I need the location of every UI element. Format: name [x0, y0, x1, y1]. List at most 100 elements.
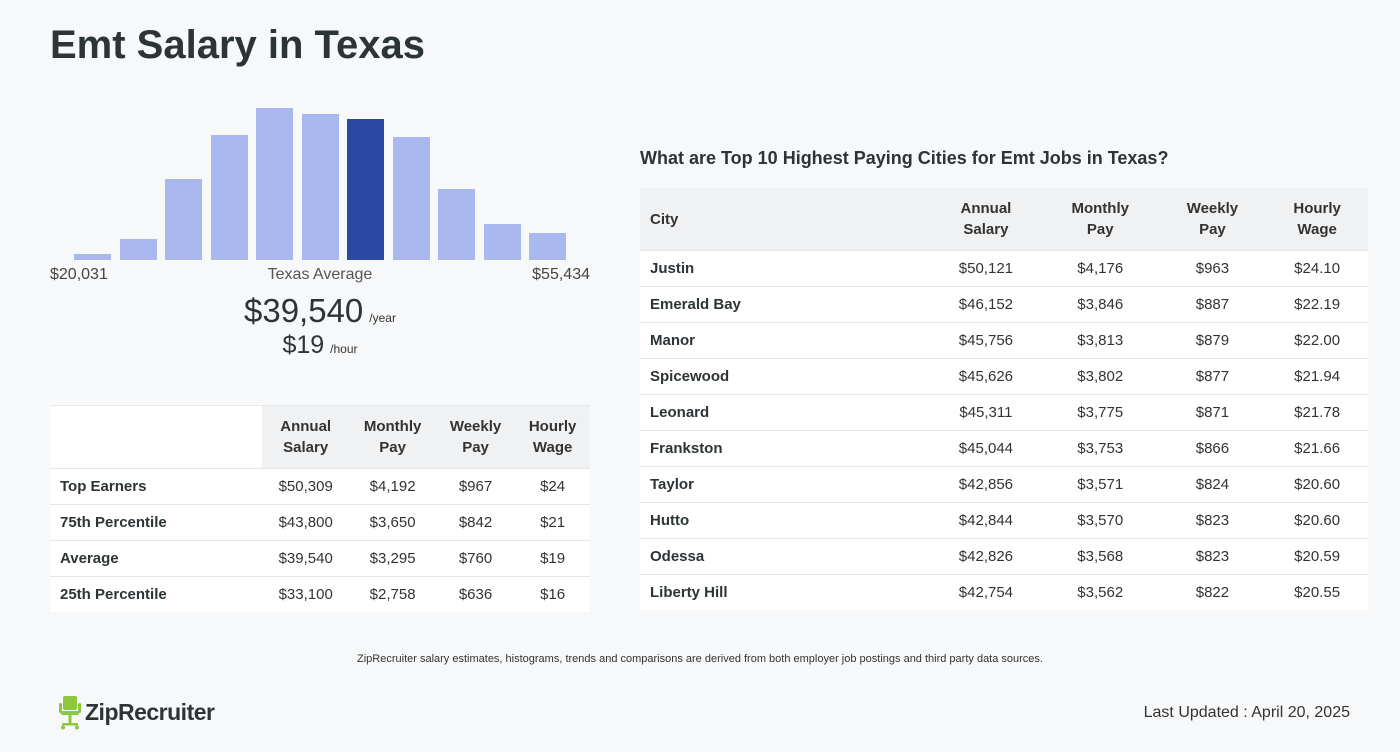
- annual-cell: $45,044: [930, 430, 1042, 467]
- average-hourly-wage: $19/hour: [50, 331, 590, 360]
- header-city: City: [640, 188, 930, 251]
- header-hourly-wage: Hourly Wage: [515, 405, 590, 469]
- table-row: Taylor $42,856 $3,571 $824 $20.60: [640, 466, 1368, 503]
- table-row: Justin $50,121 $4,176 $963 $24.10: [640, 250, 1368, 287]
- hourly-cell: $19: [515, 540, 590, 577]
- weekly-cell: $823: [1158, 538, 1267, 575]
- annual-cell: $42,844: [930, 502, 1042, 539]
- city-name: Leonard: [640, 394, 930, 431]
- weekly-cell: $866: [1158, 430, 1267, 467]
- city-name: Emerald Bay: [640, 286, 930, 323]
- annual-unit: /year: [369, 311, 396, 325]
- table-row: 25th Percentile $33,100 $2,758 $636 $16: [50, 576, 590, 612]
- annual-cell: $33,100: [262, 576, 350, 612]
- table-row: Leonard $45,311 $3,775 $871 $21.78: [640, 394, 1368, 431]
- city-name: Spicewood: [640, 358, 930, 395]
- hourly-cell: $24.10: [1266, 250, 1368, 287]
- hourly-cell: $20.55: [1266, 574, 1368, 610]
- histogram-bar: [438, 189, 475, 260]
- header-weekly-pay: Weekly Pay: [435, 405, 516, 469]
- hourly-cell: $21: [515, 504, 590, 541]
- city-name: Odessa: [640, 538, 930, 575]
- monthly-cell: $3,846: [1041, 286, 1159, 323]
- city-name: Taylor: [640, 466, 930, 503]
- annual-cell: $42,754: [930, 574, 1042, 610]
- table-row: Odessa $42,826 $3,568 $823 $20.59: [640, 538, 1368, 575]
- header-monthly-pay: Monthly Pay: [1041, 188, 1159, 251]
- monthly-cell: $3,775: [1041, 394, 1159, 431]
- histogram-bar-average: [347, 119, 384, 260]
- weekly-cell: $824: [1158, 466, 1267, 503]
- table-row: Hutto $42,844 $3,570 $823 $20.60: [640, 502, 1368, 539]
- monthly-cell: $3,568: [1041, 538, 1159, 575]
- hourly-cell: $21.78: [1266, 394, 1368, 431]
- city-name: Manor: [640, 322, 930, 359]
- histogram-bar: [119, 239, 157, 260]
- hourly-cell: $20.60: [1266, 502, 1368, 539]
- weekly-cell: $887: [1158, 286, 1267, 323]
- hourly-cell: $22.00: [1266, 322, 1368, 359]
- ziprecruiter-chair-icon: [59, 696, 81, 730]
- monthly-cell: $3,650: [349, 504, 436, 541]
- last-updated: Last Updated : April 20, 2025: [1143, 704, 1350, 721]
- monthly-cell: $3,570: [1041, 502, 1159, 539]
- hourly-cell: $20.60: [1266, 466, 1368, 503]
- table-row: Manor $45,756 $3,813 $879 $22.00: [640, 322, 1368, 359]
- city-name: Liberty Hill: [640, 574, 930, 610]
- monthly-cell: $3,802: [1041, 358, 1159, 395]
- hourly-cell: $16: [515, 576, 590, 612]
- percentile-table-header: Annual Salary Monthly Pay Weekly Pay Hourly…: [50, 405, 590, 469]
- annual-cell: $45,626: [930, 358, 1042, 395]
- hourly-cell: $24: [515, 468, 590, 505]
- histogram-bar: [392, 137, 430, 260]
- histogram-bar: [256, 108, 293, 260]
- data-source-disclaimer: ZipRecruiter salary estimates, histogram…: [357, 653, 1043, 665]
- annual-cell: $50,121: [930, 250, 1042, 287]
- monthly-cell: $3,571: [1041, 466, 1159, 503]
- row-label: 75th Percentile: [50, 504, 262, 541]
- hourly-cell: $22.19: [1266, 286, 1368, 323]
- table-row: Liberty Hill $42,754 $3,562 $822 $20.55: [640, 574, 1368, 610]
- row-label: Top Earners: [50, 468, 262, 505]
- monthly-cell: $4,192: [349, 468, 436, 505]
- percentile-table: Annual Salary Monthly Pay Weekly Pay Hourly…: [50, 405, 590, 612]
- salary-histogram: [50, 100, 590, 260]
- header-weekly-pay: Weekly Pay: [1158, 188, 1267, 251]
- row-label: Average: [50, 540, 262, 577]
- annual-cell: $46,152: [930, 286, 1042, 323]
- annual-cell: $43,800: [262, 504, 350, 541]
- table-row: Average $39,540 $3,295 $760 $19: [50, 540, 590, 577]
- weekly-cell: $871: [1158, 394, 1267, 431]
- table-row: Top Earners $50,309 $4,192 $967 $24: [50, 468, 590, 505]
- histogram-min-label: $20,031: [50, 266, 108, 283]
- weekly-cell: $823: [1158, 502, 1267, 539]
- header-annual-salary: Annual Salary: [930, 188, 1042, 251]
- weekly-cell: $760: [435, 540, 516, 577]
- annual-cell: $42,826: [930, 538, 1042, 575]
- monthly-cell: $4,176: [1041, 250, 1159, 287]
- page-title: Emt Salary in Texas: [50, 23, 425, 67]
- monthly-cell: $3,562: [1041, 574, 1159, 610]
- histogram-bar: [483, 224, 521, 260]
- annual-cell: $42,856: [930, 466, 1042, 503]
- hourly-cell: $21.66: [1266, 430, 1368, 467]
- hourly-cell: $21.94: [1266, 358, 1368, 395]
- city-name: Justin: [640, 250, 930, 287]
- histogram-bar: [210, 135, 248, 260]
- monthly-cell: $2,758: [349, 576, 436, 612]
- average-annual-salary: $39,540/year: [50, 292, 590, 330]
- histogram-max-label: $55,434: [532, 266, 590, 283]
- table-row: Emerald Bay $46,152 $3,846 $887 $22.19: [640, 286, 1368, 323]
- histogram-bar: [529, 233, 566, 260]
- logo-text: ZipRecruiter: [85, 698, 215, 725]
- hourly-unit: /hour: [330, 342, 358, 356]
- table-row: Spicewood $45,626 $3,802 $877 $21.94: [640, 358, 1368, 395]
- annual-cell: $50,309: [262, 468, 350, 505]
- ziprecruiter-logo[interactable]: ZipRecruiter: [58, 694, 215, 730]
- average-hourly-value: $19: [282, 331, 325, 359]
- annual-cell: $45,756: [930, 322, 1042, 359]
- histogram-bar: [74, 254, 111, 260]
- monthly-cell: $3,753: [1041, 430, 1159, 467]
- hourly-cell: $20.59: [1266, 538, 1368, 575]
- header-hourly-wage: Hourly Wage: [1266, 188, 1368, 251]
